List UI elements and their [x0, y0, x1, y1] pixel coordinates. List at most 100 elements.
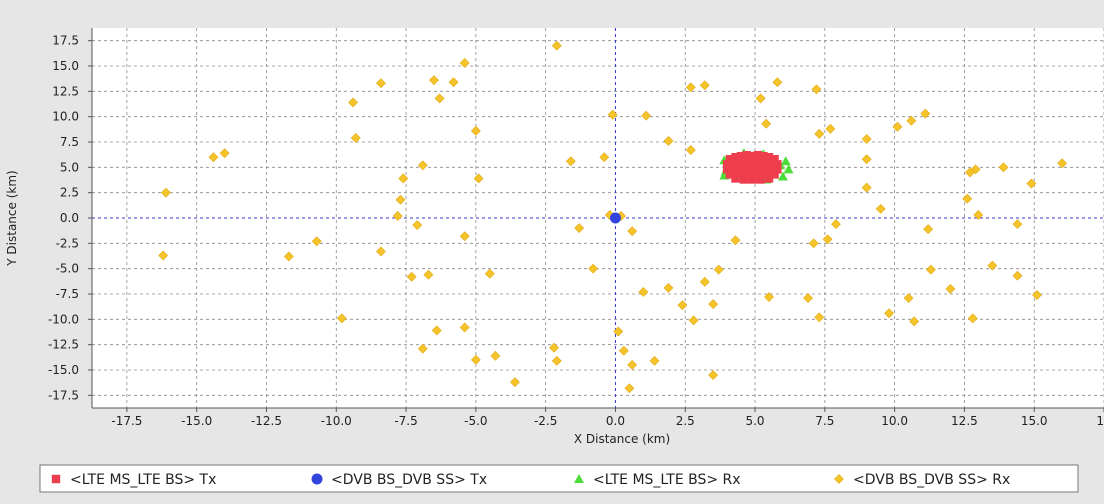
data-point — [764, 174, 774, 183]
data-point — [551, 355, 562, 366]
data-point — [920, 108, 931, 119]
data-point — [398, 173, 409, 184]
data-point — [350, 133, 361, 143]
data-point — [861, 154, 872, 165]
data-point — [736, 169, 746, 178]
legend-item: <DVB BS_DVB SS> Rx — [834, 472, 1010, 488]
data-point — [884, 308, 894, 319]
data-point — [745, 162, 754, 171]
data-point — [395, 194, 406, 205]
y-tick-label: -7.5 — [56, 287, 79, 301]
data-point — [970, 164, 981, 175]
data-point — [906, 115, 917, 126]
legend-label: <DVB BS_DVB SS> Tx — [331, 472, 487, 488]
data-point — [814, 128, 825, 139]
data-point — [903, 293, 914, 303]
data-point — [739, 158, 749, 167]
legend-label: <LTE MS_LTE BS> Tx — [70, 472, 216, 488]
x-tick-label: 2.5 — [676, 414, 695, 428]
x-tick-label: -12.5 — [251, 414, 282, 428]
x-tick-label: 5.0 — [745, 414, 764, 428]
data-point — [783, 164, 794, 174]
x-tick-label: -17.5 — [111, 414, 142, 428]
data-point — [618, 345, 629, 356]
legend-marker — [834, 474, 844, 484]
legend-item: <LTE MS_LTE BS> Tx — [51, 472, 216, 488]
data-point — [376, 78, 386, 89]
data-point — [777, 171, 788, 181]
data-point — [973, 210, 984, 220]
data-point — [770, 170, 779, 179]
x-tick-label: -7.5 — [394, 414, 417, 428]
y-axis-title: Y Distance (km) — [5, 170, 19, 266]
data-point — [459, 231, 470, 242]
data-point — [663, 136, 674, 146]
zero-lines — [92, 28, 1104, 408]
data-point — [434, 93, 445, 104]
legend-box — [39, 464, 1079, 493]
y-tick-label: 15.0 — [52, 59, 79, 73]
x-tick-label: -15.0 — [181, 414, 212, 428]
data-point — [348, 97, 358, 108]
data-point — [609, 212, 621, 224]
data-point — [429, 75, 439, 86]
data-point — [748, 168, 757, 177]
data-point — [731, 153, 740, 162]
x-tick-label: 10.0 — [881, 414, 908, 428]
data-point — [892, 121, 903, 132]
y-tick-labels: 17.5 15.0 12.5 10.0 7.5 5.0 2.5 0.0 -2.5 -5.0 -7.5… — [48, 34, 92, 402]
data-point — [728, 159, 737, 168]
data-point — [685, 82, 696, 93]
data-point — [311, 236, 322, 247]
y-tick-label: -5.0 — [56, 262, 79, 276]
data-point — [470, 354, 481, 365]
x-tick-label: 7.5 — [815, 414, 834, 428]
data-point — [761, 118, 772, 129]
data-point — [734, 158, 743, 167]
data-point — [685, 145, 696, 156]
data-point — [336, 313, 347, 324]
data-point — [708, 299, 719, 310]
data-point — [764, 292, 774, 302]
legend-label: <LTE MS_LTE BS> Rx — [593, 472, 741, 488]
data-point — [923, 224, 934, 235]
y-tick-label: 17.5 — [52, 34, 79, 48]
data-point — [677, 300, 688, 311]
data-point — [722, 165, 732, 174]
data-point — [161, 187, 171, 198]
data-point — [811, 84, 822, 95]
data-point — [699, 276, 710, 287]
data-point — [510, 377, 520, 388]
y-tick-label: 0.0 — [60, 211, 79, 225]
data-point — [376, 246, 386, 257]
legend: <LTE MS_LTE BS> Tx <DVB BS_DVB SS> Tx <LTE… — [39, 464, 1079, 493]
data-point — [755, 93, 766, 104]
series-1-points — [609, 212, 621, 224]
data-point — [739, 163, 749, 172]
data-point — [734, 163, 743, 172]
data-point — [748, 175, 757, 184]
data-point — [1012, 270, 1023, 281]
x-tick-label: -2.5 — [534, 414, 557, 428]
data-point — [283, 251, 294, 262]
data-point — [772, 77, 783, 88]
data-point — [773, 165, 782, 174]
data-point — [219, 148, 230, 159]
data-point — [764, 153, 774, 162]
y-tick-label: -2.5 — [56, 236, 79, 250]
data-point — [780, 156, 791, 166]
legend-label: <DVB BS_DVB SS> Rx — [853, 472, 1010, 488]
data-point — [753, 169, 763, 178]
data-point — [459, 58, 470, 68]
y-tick-label: 12.5 — [52, 84, 79, 98]
data-point — [861, 134, 872, 144]
legend-item: <DVB BS_DVB SS> Tx — [311, 472, 487, 488]
data-point — [417, 160, 428, 171]
data-point — [861, 182, 872, 193]
y-tick-label: -10.0 — [48, 312, 79, 326]
data-point — [406, 271, 417, 282]
data-point — [551, 40, 562, 51]
x-tick-labels: -17.5 -15.0 -12.5 -10.0 -7.5 -5.0 -2.5 0.0 2.5 5.… — [111, 408, 1104, 428]
data-point — [759, 151, 768, 161]
data-point — [762, 158, 771, 167]
